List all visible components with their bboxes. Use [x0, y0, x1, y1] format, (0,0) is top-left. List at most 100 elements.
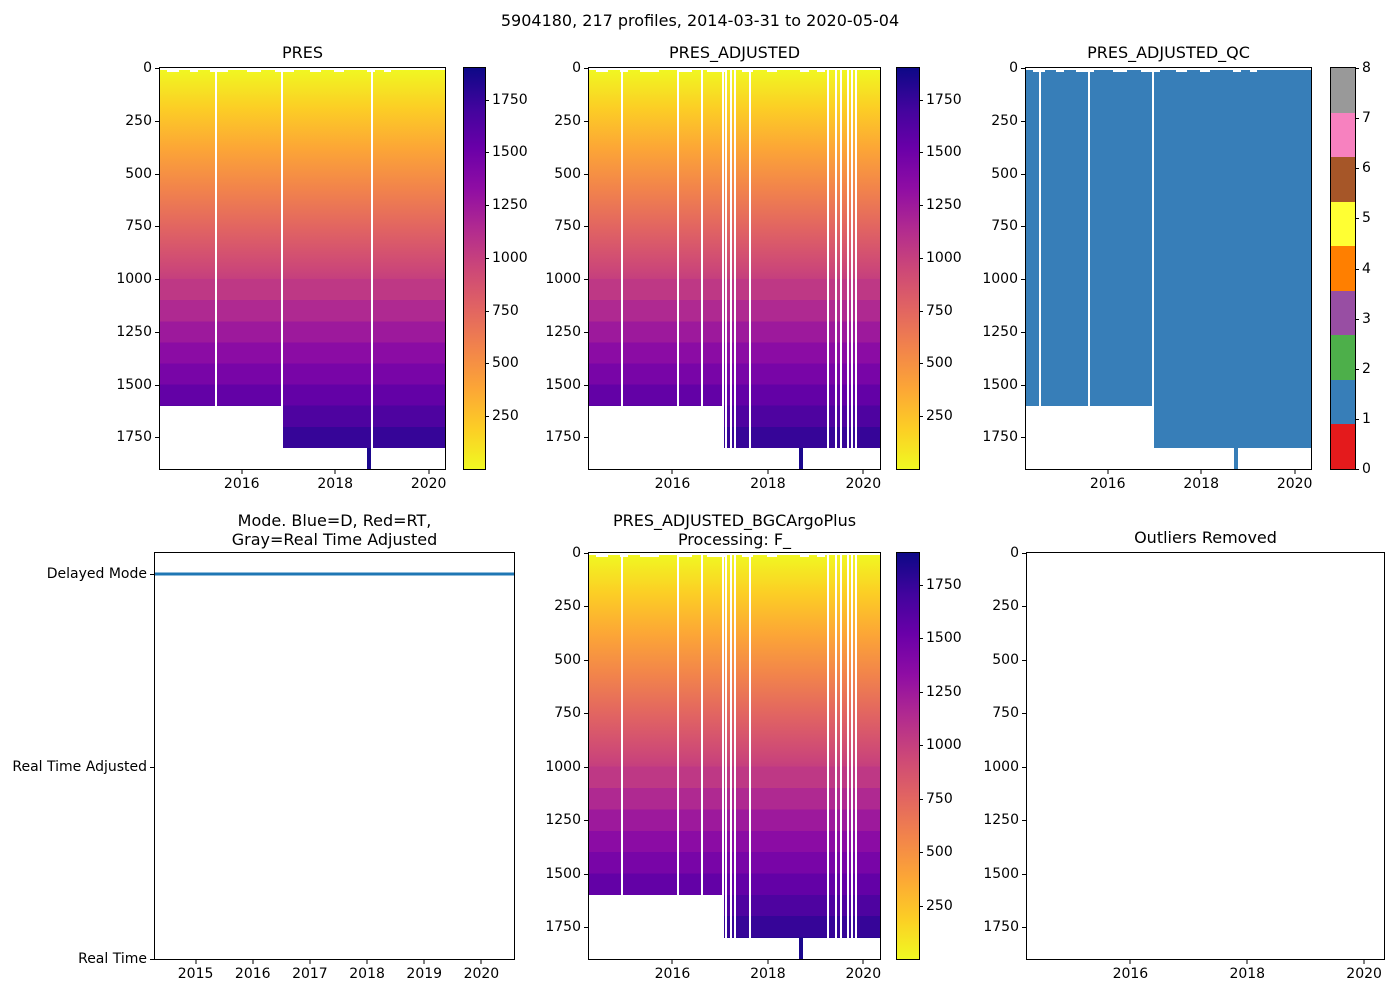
panel-bgc-title-line1: PRES_ADJUSTED_BGCArgoPlus: [612, 510, 857, 530]
missing-profile-gap: [677, 553, 680, 895]
y-tick-label: 1250: [983, 812, 1019, 829]
colorbar-tick-label: 1500: [926, 630, 962, 647]
y-tick-mark: [1022, 659, 1026, 661]
x-tick-label: 2017: [292, 966, 328, 982]
x-tick-label: 2016: [223, 476, 260, 492]
mesh-white-below-early-max: [160, 405, 283, 469]
y-tick-label: 0: [1010, 545, 1019, 561]
panel-mode: Mode. Blue=D, Red=RT, Gray=Real Time Adj…: [12, 511, 515, 982]
surface-notch: [817, 68, 825, 72]
missing-profile-gap: [215, 68, 218, 406]
x-tick-mark: [767, 470, 769, 474]
qc-color-segment-2: [1331, 335, 1355, 380]
x-tick-label: 2016: [234, 966, 271, 982]
panel-outliers: Outliers Removed 0 250 500 750 1000 1250 1500 1…: [983, 528, 1385, 982]
surface-notch: [1175, 68, 1188, 72]
colorbar-tick-label: 1000: [492, 249, 528, 266]
y-tick-label: 1750: [982, 429, 1018, 446]
y-tick-mark: [1022, 820, 1026, 822]
qc-color-segment-1: [1331, 379, 1355, 425]
surface-notch: [1112, 68, 1128, 72]
missing-profile-gap: [721, 68, 724, 448]
y-tick-mark: [584, 766, 588, 768]
y-tick-mark: [584, 659, 588, 661]
x-tick-label: 2020: [463, 966, 500, 982]
surface-notch: [167, 68, 179, 72]
x-tick-label: 2020: [1346, 966, 1382, 982]
y-tick-label: 750: [554, 705, 581, 722]
missing-profile-gap: [846, 68, 849, 448]
x-tick-label: 2018: [1183, 476, 1220, 492]
y-tick-label: Delayed Mode: [46, 565, 147, 582]
colorbar-tick-label: 8: [1362, 60, 1371, 76]
colorbar-tick-mark: [1355, 368, 1359, 370]
y-tick-label: 250: [554, 112, 581, 129]
panel-mode-title-line1: Mode. Blue=D, Red=RT,: [237, 510, 432, 530]
y-tick-label: 1500: [983, 865, 1019, 882]
missing-profile-gap: [701, 553, 704, 895]
surface-notch: [639, 68, 659, 72]
y-tick-label: 500: [554, 651, 581, 668]
y-tick-label: 1500: [116, 376, 152, 393]
surface-notch: [1141, 68, 1160, 72]
y-tick-label: 1750: [545, 918, 581, 935]
missing-profile-gap: [620, 68, 623, 406]
surface-notch: [596, 553, 608, 557]
x-tick-mark: [252, 960, 254, 964]
y-tick-label: 1750: [116, 429, 152, 446]
x-tick-mark: [366, 960, 368, 964]
surface-notch: [1033, 68, 1045, 72]
y-tick-mark: [584, 606, 588, 608]
y-tick-label: Real Time Adjusted: [12, 758, 147, 775]
colorbar-tick-label: 6: [1362, 160, 1371, 177]
surface-notch: [246, 68, 262, 72]
missing-profile-gap: [851, 553, 854, 938]
qc-color-segment-6: [1331, 157, 1355, 202]
y-tick-label: 1000: [116, 271, 152, 288]
missing-profile-gap: [840, 553, 843, 938]
x-tick-mark: [1200, 470, 1202, 474]
mesh-white-below-early-max: [589, 894, 723, 959]
surface-white-strip: [589, 553, 880, 555]
colorbar-tick-label: 750: [926, 302, 953, 319]
x-tick-mark: [334, 470, 336, 474]
missing-profile-gap: [827, 553, 830, 938]
surface-notch: [766, 553, 777, 557]
panel-bgc: PRES_ADJUSTED_BGCArgoPlus Processing: F_…: [545, 511, 881, 982]
colorbar-tick-mark: [1355, 318, 1359, 320]
surface-notch: [766, 68, 777, 72]
y-tick-label: 1250: [545, 812, 581, 829]
y-tick-label: Real Time: [78, 951, 147, 967]
deep-profile-spike: [1233, 447, 1238, 469]
colorbar-tick-mark: [919, 257, 923, 259]
mesh-pres_adjusted_bgc: [589, 553, 880, 959]
y-tick-mark: [155, 226, 159, 228]
qc-color-segment-4: [1331, 246, 1355, 291]
colorbar-tick-label: 250: [926, 408, 953, 425]
y-tick-mark: [155, 120, 159, 122]
x-tick-mark: [309, 960, 311, 964]
missing-profile-gap: [851, 68, 854, 448]
colorbar-tick-mark: [919, 99, 923, 101]
y-tick-mark: [584, 873, 588, 875]
missing-profile-gap: [725, 553, 728, 938]
y-tick-label: 1750: [545, 429, 581, 446]
y-tick-mark: [155, 331, 159, 333]
colorbar-tick-mark: [919, 905, 923, 907]
colorbar-tick-mark: [919, 310, 923, 312]
y-tick-mark: [584, 226, 588, 228]
surface-notch: [596, 68, 608, 72]
colorbar-tick-mark: [485, 257, 489, 259]
colorbar-tick-mark: [1355, 268, 1359, 270]
panel-pres-title: PRES: [281, 43, 324, 63]
qc-color-segment-3: [1331, 290, 1355, 336]
missing-profile-gap: [834, 68, 837, 448]
colorbar-tick-mark: [485, 99, 489, 101]
y-tick-mark: [584, 120, 588, 122]
missing-profile-gap: [748, 68, 751, 448]
colorbar-tick-mark: [1355, 469, 1359, 470]
mesh-pres_adjusted_qc: [1026, 68, 1311, 469]
colorbar-tick-mark: [485, 416, 489, 418]
mode-delayed-line: [155, 572, 514, 576]
x-tick-label: 2018: [349, 966, 385, 982]
